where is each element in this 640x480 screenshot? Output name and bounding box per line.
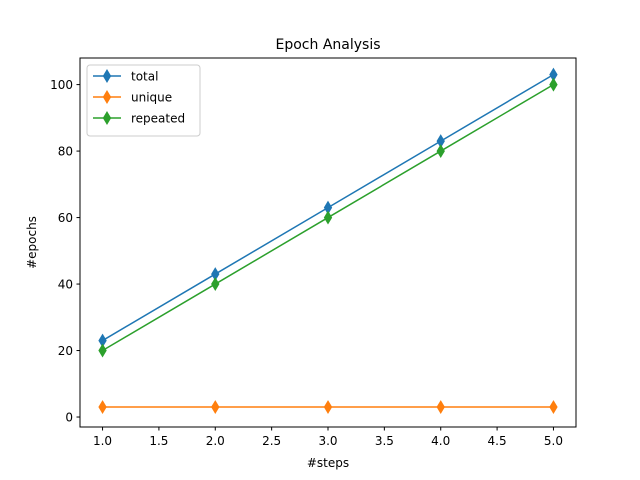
legend-label-unique: unique [131,91,172,105]
legend-marker-total [102,69,112,83]
data-point-repeated [436,144,445,159]
x-tick-label: 1.0 [93,434,112,448]
data-point-unique [549,400,558,415]
data-point-unique [436,400,445,415]
data-point-unique [323,400,333,415]
x-tick-label: 5.0 [544,434,563,448]
chart-title: Epoch Analysis [276,37,381,53]
data-point-unique [98,400,107,415]
legend-label-total: total [131,70,158,84]
data-point-unique [211,400,220,415]
x-axis-label: #steps [307,456,349,470]
y-tick-label: 60 [58,211,73,225]
y-tick-label: 80 [58,145,73,159]
x-tick-label: 2.0 [206,434,225,448]
x-tick-label: 3.5 [375,434,394,448]
y-axis-label: #epochs [25,216,39,269]
x-tick-label: 3.0 [318,434,337,448]
legend-marker-unique [102,90,112,104]
data-point-repeated [98,343,107,358]
x-tick-label: 4.5 [488,434,507,448]
data-point-repeated [323,210,333,225]
x-tick-label: 1.5 [149,434,168,448]
plot-area [98,67,558,415]
legend-marker-repeated [102,111,112,125]
y-tick-label: 0 [65,411,73,425]
data-point-repeated [211,277,220,292]
legend-label-repeated: repeated [131,112,185,126]
x-tick-label: 2.5 [262,434,281,448]
y-tick-label: 40 [58,278,73,292]
y-tick-label: 100 [50,78,73,92]
data-point-repeated [549,77,558,92]
y-tick-label: 20 [58,344,73,358]
legend: total unique repeated [86,64,201,137]
x-tick-label: 4.0 [431,434,450,448]
